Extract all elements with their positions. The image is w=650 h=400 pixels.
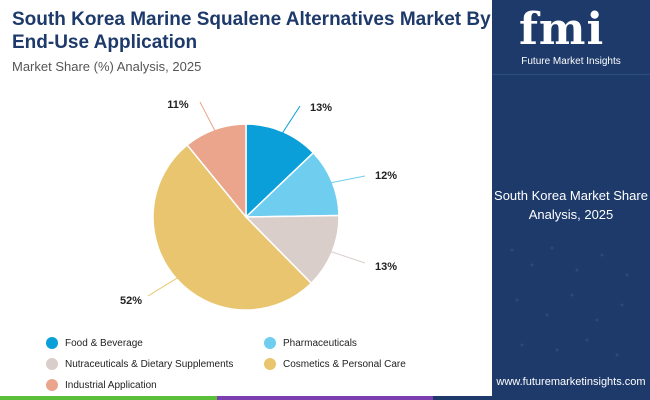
chart-subtitle: Market Share (%) Analysis, 2025 [12, 59, 202, 74]
leader-line-1 [328, 175, 366, 184]
legend-swatch [264, 337, 276, 349]
data-label-1: 12% [375, 170, 397, 182]
data-label-3: 52% [120, 295, 142, 307]
leader-line-0 [280, 105, 301, 136]
legend-item-cosmetics-personal-care[interactable]: Cosmetics & Personal Care [264, 358, 406, 370]
bottom-color-bar [0, 396, 650, 400]
pie-slice-industrial-application[interactable] [186, 123, 247, 220]
right-panel: fmi Future Market Insights South Korea M… [492, 0, 650, 400]
leader-line-4 [199, 101, 217, 134]
legend-item-nutraceuticals-dietary-supplements[interactable]: Nutraceuticals & Dietary Supplements [46, 358, 233, 370]
chart-title: South Korea Marine Squalene Alternatives… [12, 9, 491, 53]
panel-heading: South Korea Market Share Analysis, 2025 [494, 188, 648, 222]
pie-chart: 13% 12% 13% 52% 11% [120, 99, 397, 311]
bottom-bar-segment-green [0, 396, 217, 400]
bottom-bar-segment-navy [433, 396, 650, 400]
data-label-2: 13% [375, 261, 397, 273]
legend-label: Food & Beverage [65, 337, 143, 349]
leader-line-2 [328, 250, 366, 264]
pie-slice-pharmaceuticals[interactable] [244, 151, 340, 218]
website-link[interactable]: www.futuremarketinsights.com [496, 376, 646, 388]
legend-item-food-beverage[interactable]: Food & Beverage [46, 337, 143, 349]
legend-swatch [46, 358, 58, 370]
data-label-4: 11% [167, 99, 189, 111]
legend-swatch [46, 337, 58, 349]
brand-logo[interactable]: fmi Future Market Insights [492, 0, 650, 75]
legend-label: Nutraceuticals & Dietary Supplements [65, 358, 234, 370]
decorative-dots [510, 246, 629, 357]
pie-slice-food-beverage[interactable] [245, 123, 315, 219]
legend-label: Cosmetics & Personal Care [283, 358, 406, 370]
legend-label: Industrial Application [65, 379, 157, 391]
data-label-0: 13% [310, 102, 332, 114]
logo-subtext: Future Market Insights [521, 56, 621, 67]
legend-swatch [46, 379, 58, 391]
legend-item-pharmaceuticals[interactable]: Pharmaceuticals [264, 337, 357, 349]
bottom-bar-segment-purple [216, 396, 434, 400]
legend-item-industrial-application[interactable]: Industrial Application [46, 379, 157, 391]
pie-slice-cosmetics-personal-care[interactable] [152, 143, 313, 311]
legend-swatch [264, 358, 276, 370]
legend-label: Pharmaceuticals [283, 337, 357, 349]
leader-line-3 [147, 275, 180, 297]
logo-text: fmi [519, 4, 605, 55]
